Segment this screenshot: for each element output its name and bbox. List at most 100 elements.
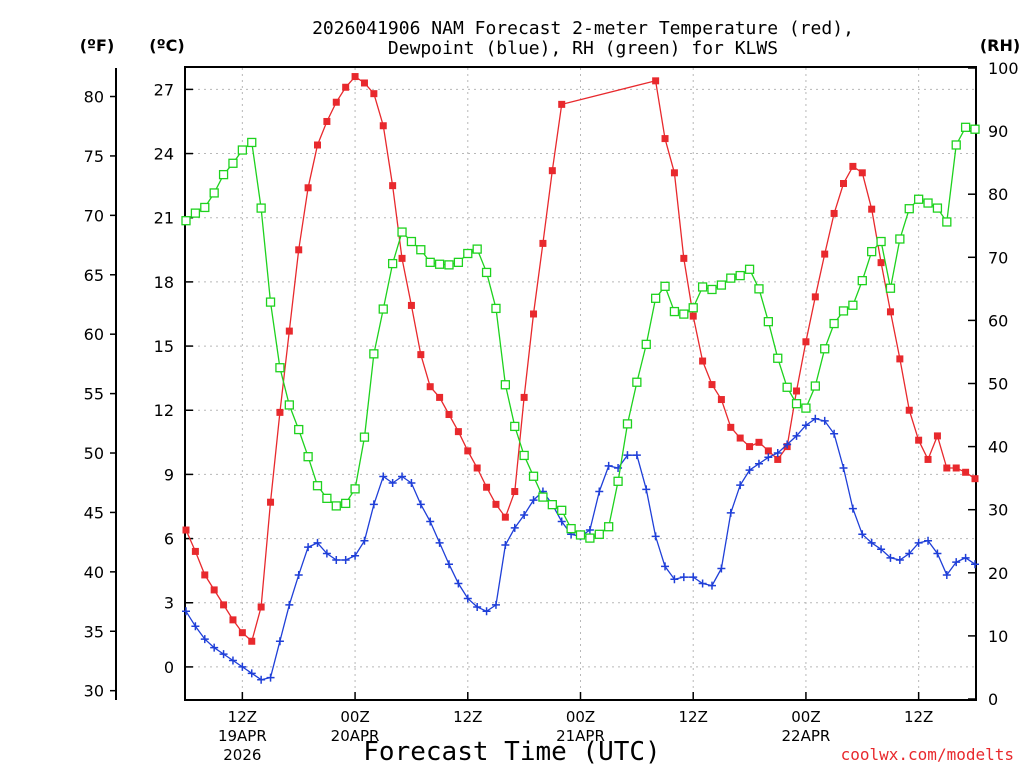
dewpoint-point — [792, 431, 801, 440]
temperature-point — [426, 383, 434, 391]
temperature-point — [445, 411, 453, 419]
dewpoint-point — [952, 558, 961, 567]
dewpoint-point — [708, 581, 716, 590]
dewpoint-point — [754, 459, 763, 468]
rh-point — [942, 217, 952, 227]
dewpoint-point — [473, 603, 482, 612]
temperature-point — [905, 406, 913, 414]
dewpoint-point — [529, 496, 538, 505]
series-2 — [181, 122, 980, 543]
celsius-tick-label: 9 — [164, 465, 174, 484]
dewpoint-point — [200, 635, 209, 644]
rh-point — [322, 493, 332, 503]
celsius-tick-label: 15 — [154, 337, 174, 356]
dewpoint-point — [971, 560, 979, 569]
dewpoint-point — [304, 543, 313, 552]
celsius-tick-label: 18 — [154, 273, 174, 292]
temperature-point — [821, 250, 829, 258]
temperature-point — [417, 351, 425, 359]
dewpoint-point — [642, 485, 651, 494]
celsius-tick-label: 0 — [164, 658, 174, 677]
rh-point — [256, 203, 266, 213]
temperature-point — [539, 239, 547, 247]
dewpoint-point — [407, 478, 416, 487]
dewpoint-point — [830, 429, 839, 438]
dewpoint-point — [445, 560, 453, 569]
dewpoint-point — [914, 538, 923, 547]
rh-point — [726, 273, 736, 283]
series-1 — [182, 414, 979, 684]
plot-frame — [184, 66, 977, 701]
rh-point — [838, 306, 849, 316]
dewpoint-point — [228, 656, 237, 665]
temperature-point — [370, 90, 378, 98]
temperature-point — [351, 73, 359, 81]
unit-celsius-label: (ºC) — [149, 36, 184, 55]
rh-point — [538, 492, 548, 502]
rh-tick-label: 30 — [988, 501, 1008, 520]
temperature-point — [220, 601, 228, 609]
dewpoint-point — [764, 453, 773, 462]
rh-point — [481, 267, 492, 278]
rh-point — [707, 284, 717, 295]
rh-point — [697, 282, 708, 292]
rh-point — [585, 533, 595, 543]
dewpoint-point — [426, 517, 435, 526]
time-tick-label: 00Z — [340, 708, 369, 726]
dewpoint-point — [275, 637, 284, 646]
temperature-point — [379, 122, 387, 130]
rh-point — [679, 309, 689, 319]
dewpoint-point — [679, 573, 688, 582]
temperature-point — [661, 135, 669, 143]
rh-tick-label: 100 — [988, 59, 1019, 78]
dewpoint-point — [191, 622, 200, 631]
rh-point — [294, 424, 304, 435]
temperature-point — [248, 637, 256, 645]
dewpoint-point — [867, 538, 876, 547]
fahrenheit-tick-label: 80 — [84, 88, 104, 107]
rh-point — [557, 505, 567, 515]
temperature-point — [802, 338, 810, 346]
time-tick-date: 22APR — [782, 727, 831, 745]
x-axis-title: Forecast Time (UTC) — [363, 737, 660, 767]
time-tick-date: 19APR — [218, 727, 267, 745]
temperature-point — [971, 475, 979, 483]
dewpoint-point — [238, 662, 247, 671]
rh-point — [416, 245, 426, 255]
dewpoint-point — [877, 545, 886, 554]
temperature-point — [727, 423, 735, 431]
rh-point — [209, 188, 219, 198]
rh-axis: 0 10 20 30 40 50 60 70 80 90 100 — [968, 59, 1019, 709]
temperature-point — [238, 629, 246, 637]
celsius-tick-label: 27 — [154, 80, 174, 99]
time-tick-year: 2026 — [223, 746, 261, 764]
fahrenheit-tick-label: 35 — [84, 622, 104, 641]
temperature-point — [520, 393, 528, 401]
rh-point — [613, 476, 623, 486]
fahrenheit-tick-label: 70 — [84, 206, 104, 225]
dewpoint-point — [341, 555, 350, 564]
dewpoint-point — [482, 607, 491, 616]
rh-point — [820, 344, 830, 354]
temperature-point — [398, 254, 406, 262]
temperature-point — [342, 83, 350, 91]
dewpoint-point — [942, 570, 951, 579]
temperature-point — [295, 246, 303, 254]
temperature-point — [746, 443, 754, 451]
rh-point — [885, 283, 896, 293]
celsius-axis: 0 3 6 9 12 15 18 21 24 27 — [154, 80, 193, 677]
celsius-tick-label: 6 — [164, 530, 174, 549]
temperature-point — [868, 205, 876, 213]
fahrenheit-tick-label: 50 — [84, 444, 104, 463]
rh-point — [387, 258, 398, 269]
temperature-point — [670, 169, 678, 177]
rh-point — [378, 304, 388, 314]
rh-point — [876, 236, 886, 247]
dewpoint-point — [905, 549, 914, 558]
rh-point — [735, 270, 745, 281]
rh-point — [923, 198, 933, 208]
rh-point — [528, 471, 539, 481]
rh-point — [575, 530, 586, 540]
rh-point — [904, 204, 914, 214]
dewpoint-point — [294, 570, 303, 579]
